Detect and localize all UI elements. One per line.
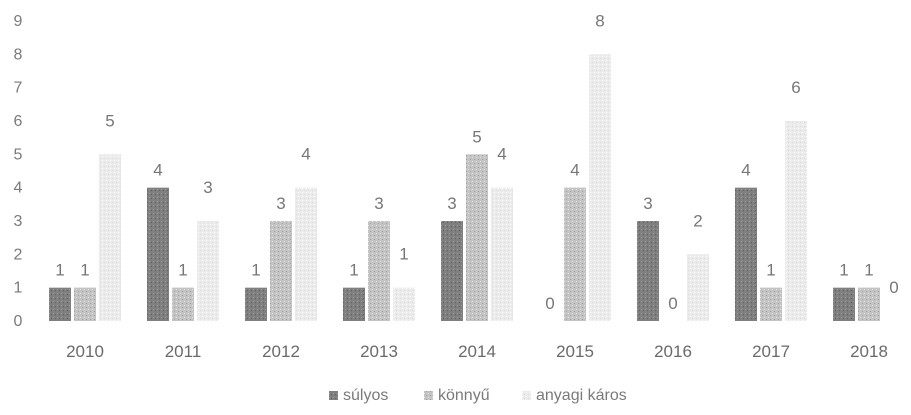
bar-sulyos xyxy=(441,221,463,321)
data-label: 8 xyxy=(595,11,604,30)
legend: súlyos könnyű anyagi káros xyxy=(329,387,627,404)
bar-anyagi-karos xyxy=(687,254,709,321)
data-label: 1 xyxy=(399,245,408,264)
data-label: 1 xyxy=(839,261,848,280)
data-label: 4 xyxy=(153,161,162,180)
bar-sulyos xyxy=(245,287,267,321)
y-tick-label: 8 xyxy=(14,46,23,63)
x-tick-label: 2017 xyxy=(752,342,790,361)
x-tick-label: 2015 xyxy=(556,342,594,361)
x-tick-label: 2013 xyxy=(360,342,398,361)
data-label: 1 xyxy=(80,261,89,280)
bar-konnyu xyxy=(466,154,488,321)
bar-konnyu xyxy=(760,287,782,321)
y-tick-label: 5 xyxy=(14,146,23,163)
x-tick-label: 2012 xyxy=(262,342,300,361)
data-label: 1 xyxy=(55,261,64,280)
data-label: 6 xyxy=(791,78,800,97)
bar-konnyu xyxy=(858,287,880,321)
bar-anyagi-karos xyxy=(491,187,513,321)
data-label: 4 xyxy=(301,145,310,164)
y-axis: 0 1 2 3 4 5 6 7 8 9 xyxy=(14,13,23,330)
data-label: 5 xyxy=(472,127,481,146)
y-tick-label: 0 xyxy=(14,313,23,330)
bar-sulyos xyxy=(343,287,365,321)
data-label: 4 xyxy=(497,145,506,164)
data-label: 4 xyxy=(741,161,750,180)
x-axis: 2010 2011 2012 2013 2014 2015 2016 2017 2018 xyxy=(66,342,888,361)
bar-anyagi-karos xyxy=(589,54,611,321)
bar-sulyos xyxy=(833,287,855,321)
data-label: 0 xyxy=(545,294,554,313)
legend-swatch-sulyos xyxy=(329,391,338,400)
data-label: 1 xyxy=(178,261,187,280)
bar-sulyos xyxy=(147,187,169,321)
bar-anyagi-karos xyxy=(295,187,317,321)
y-tick-label: 1 xyxy=(14,280,23,297)
legend-swatch-konnyu xyxy=(424,391,433,400)
bars-layer xyxy=(49,54,880,321)
y-tick-label: 3 xyxy=(14,213,23,230)
bar-konnyu xyxy=(74,287,96,321)
bar-konnyu xyxy=(172,287,194,321)
bar-sulyos xyxy=(735,187,757,321)
data-label: 2 xyxy=(693,211,702,230)
bar-anyagi-karos xyxy=(785,121,807,321)
y-tick-label: 4 xyxy=(14,180,23,197)
x-tick-label: 2014 xyxy=(458,342,496,361)
data-label: 1 xyxy=(864,261,873,280)
bar-konnyu xyxy=(368,221,390,321)
y-tick-label: 2 xyxy=(14,246,23,263)
legend-label: súlyos xyxy=(343,387,388,404)
data-label: 3 xyxy=(203,178,212,197)
bar-konnyu xyxy=(564,187,586,321)
data-label: 3 xyxy=(374,194,383,213)
x-tick-label: 2010 xyxy=(66,342,104,361)
bar-anyagi-karos xyxy=(99,154,121,321)
y-tick-label: 9 xyxy=(14,13,23,30)
bar-konnyu xyxy=(270,221,292,321)
data-label: 0 xyxy=(668,294,677,313)
legend-swatch-anyagi-karos xyxy=(522,391,531,400)
data-label: 1 xyxy=(251,261,260,280)
x-tick-label: 2016 xyxy=(654,342,692,361)
y-tick-label: 7 xyxy=(14,80,23,97)
legend-label: anyagi káros xyxy=(536,387,627,404)
x-tick-label: 2018 xyxy=(850,342,888,361)
data-label: 3 xyxy=(643,194,652,213)
data-label: 3 xyxy=(447,194,456,213)
data-label: 0 xyxy=(889,278,898,297)
data-label: 1 xyxy=(766,261,775,280)
data-label: 4 xyxy=(570,161,579,180)
legend-label: könnyű xyxy=(438,387,490,404)
bar-anyagi-karos xyxy=(197,221,219,321)
x-tick-label: 2011 xyxy=(165,342,202,361)
bar-sulyos xyxy=(637,221,659,321)
y-tick-label: 6 xyxy=(14,113,23,130)
data-label: 1 xyxy=(349,261,358,280)
data-label: 3 xyxy=(276,194,285,213)
data-label: 5 xyxy=(105,111,114,130)
bar-sulyos xyxy=(49,287,71,321)
bar-anyagi-karos xyxy=(393,287,415,321)
